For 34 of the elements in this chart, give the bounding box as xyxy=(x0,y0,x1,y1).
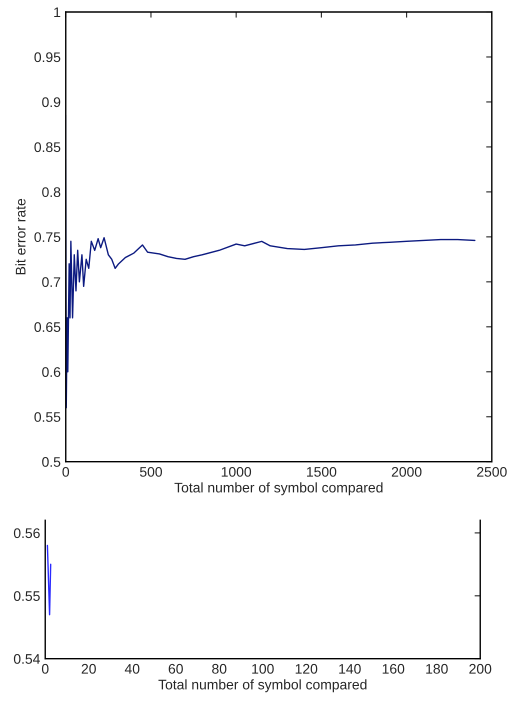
x-tick-label: 200 xyxy=(469,664,492,674)
y-tick-label: 0.8 xyxy=(42,187,60,198)
y-tick-label: 0.56 xyxy=(14,528,40,538)
x-tick-label: 500 xyxy=(140,466,162,477)
x-axis-title: Total number of symbol compared xyxy=(174,482,382,496)
y-tick-label: 0.9 xyxy=(42,97,60,108)
y-tick-label: 0.5 xyxy=(42,457,60,467)
x-tick-label: 1000 xyxy=(222,466,252,477)
x-tick-label: 1500 xyxy=(307,466,336,477)
y-tick-label: 0.85 xyxy=(34,142,60,152)
y-tick-label: 0.65 xyxy=(34,322,60,332)
x-tick-label: 100 xyxy=(252,664,274,674)
y-tick-label: 1 xyxy=(54,7,60,18)
x-tick-label: 2000 xyxy=(392,466,422,477)
y-tick-label: 0.55 xyxy=(14,591,40,601)
x-tick-label: 160 xyxy=(382,664,404,674)
x-tick-label: 40 xyxy=(124,664,140,674)
x-tick-label: 20 xyxy=(82,664,96,674)
x-tick-label: 60 xyxy=(168,664,183,674)
x-tick-label: 0 xyxy=(42,664,49,674)
y-tick-label: 0.6 xyxy=(42,367,60,377)
x-tick-label: 180 xyxy=(426,664,448,674)
y-tick-label: 0.75 xyxy=(34,232,60,242)
y-axis-title: Bit error rate xyxy=(15,198,26,274)
y-tick-label: 0.54 xyxy=(14,654,40,664)
x-tick-label: 0 xyxy=(62,466,70,477)
y-tick-label: 0.7 xyxy=(42,277,60,288)
x-tick-label: 120 xyxy=(296,664,318,674)
x-tick-label: 140 xyxy=(339,664,361,674)
y-tick-label: 0.55 xyxy=(34,412,60,422)
x-tick-label: 80 xyxy=(212,664,226,674)
x-tick-label: 2500 xyxy=(477,466,507,477)
y-tick-label: 0.95 xyxy=(34,52,60,62)
x-axis-title: Total number of symbol compared xyxy=(158,679,366,692)
